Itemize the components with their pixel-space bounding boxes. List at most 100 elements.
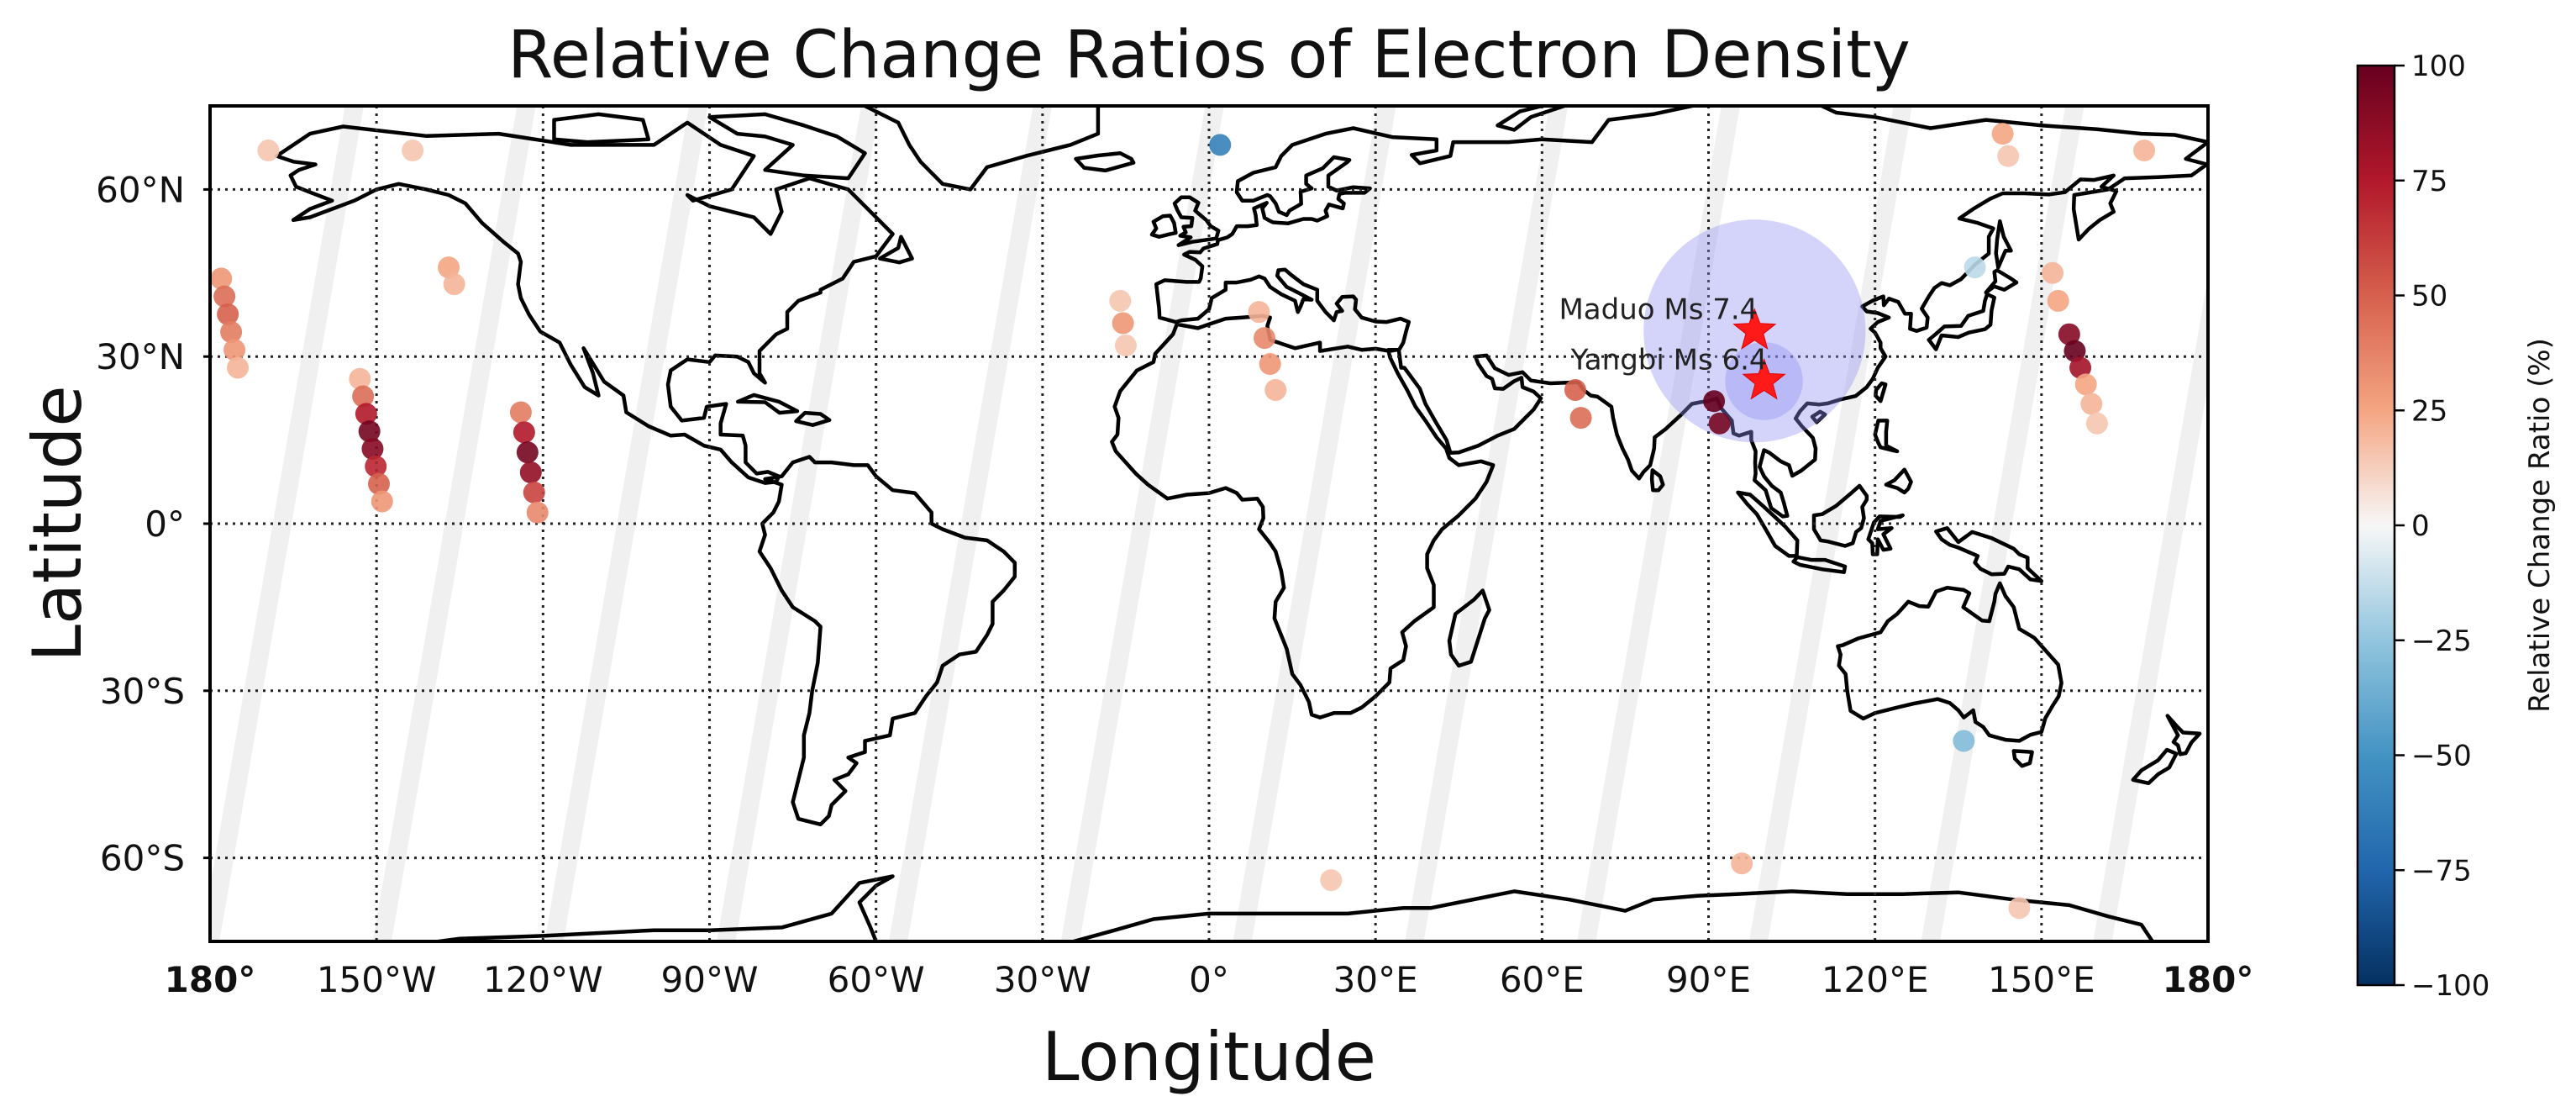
colorbar-tick-label: −25 [2411,625,2472,658]
colorbar-tick-label: 100 [2411,50,2466,83]
anomaly-point [1991,123,2014,145]
coastline-hispaniola [794,410,832,427]
anomaly-point [365,455,387,477]
x-tick-label: 30°E [1333,959,1418,1000]
coastline-north-america [275,120,895,485]
anomaly-point [2047,289,2069,312]
colorbar-tick-label: 25 [2411,394,2447,428]
anomaly-point [2058,323,2080,345]
coastline-hokkaido [1984,268,2019,295]
anomaly-point [1112,312,1134,335]
coastline-tasmania [2011,749,2034,768]
anomaly-point [516,441,539,464]
x-tick-label: 180° [2163,959,2254,1000]
orbit-track [210,106,364,941]
anomaly-point [1320,869,1343,892]
anomaly-point [1254,327,1276,350]
anomaly-point [257,140,280,162]
anomaly-point [513,421,535,444]
anomaly-point [526,501,549,524]
coastline-eurasia [1110,106,2208,720]
x-tick-label: 60°E [1500,959,1585,1000]
y-axis-label: Latitude [18,385,97,662]
anomaly-point [367,472,390,495]
x-tick-label: 120°E [1822,959,1929,1000]
coastline-victoria-island [552,112,651,145]
anomaly-point [509,401,532,424]
anomaly-point [1248,301,1270,324]
anomaly-point [355,403,377,425]
anomaly-point [2042,261,2064,284]
x-tick-label: 90°E [1666,959,1751,1000]
anomaly-point [1708,412,1731,435]
anomaly-point [358,420,381,443]
coastline-novaya-zemlya [1496,106,1570,132]
x-tick-label: 150°E [1988,959,2095,1000]
coastline-borneo [1811,483,1869,548]
anomaly-point [1569,407,1592,430]
coastline-madagascar [1447,588,1491,668]
coastline-new-zealand-s [2131,747,2179,786]
y-tick-label: 0° [145,503,185,545]
x-axis-label: Longitude [1042,1018,1376,1096]
coastline-sri-lanka [1649,468,1665,493]
colorbar: 100 75 50 25 0 −25 −50 −75 −100 Relative Change … [2356,50,2557,1003]
anomaly-point [523,481,545,503]
anomaly-point [1114,334,1137,356]
orbit-track [1577,106,1740,941]
anomaly-point [2074,373,2097,396]
x-tick-label: 90°W [661,959,759,1000]
coastline-new-guinea [1934,526,2044,583]
coastline-japan [1927,292,1996,351]
earthquake-label: Maduo Ms 7.4 [1559,293,1758,327]
colorbar-tick-label: 50 [2411,280,2447,314]
plot-area: Maduo Ms 7.4 Yangbi Ms 6.4 [208,104,2210,943]
x-axis-ticks: 180° 150°W 120°W 90°W 60°W 30°W 0° 30°E 60°E 90°E… [165,959,2254,1000]
coastline-great-britain [1172,195,1221,247]
coastline-south-america [757,455,1017,827]
anomaly-point [210,267,233,290]
anomaly-point [1731,852,1753,875]
anomaly-point [1564,378,1586,401]
anomaly-point [2008,897,2031,920]
orbit-track [717,106,881,941]
x-tick-label: 150°W [317,959,437,1000]
colorbar-gradient [2356,64,2396,987]
coastline-australia [1836,581,2063,743]
earthquake-label: Yangbi Ms 6.4 [1570,343,1768,377]
anomaly-point [1997,145,2020,167]
anomaly-point [438,256,460,279]
gridlines [210,106,2208,941]
x-tick-label: 60°W [828,959,925,1000]
colorbar-tick-label: 0 [2411,509,2430,543]
anomaly-point [1259,353,1281,376]
y-tick-label: 30°S [100,671,185,712]
coastline-luzon [1873,419,1900,454]
colorbar-label: Relative Change Ratio (%) [2523,338,2557,713]
chart-title: Relative Change Ratios of Electron Densi… [507,18,1911,93]
coastline-new-zealand-n [2165,714,2202,756]
coastline-cuba [735,393,800,415]
x-tick-label: 120°W [483,959,603,1000]
y-tick-label: 60°N [96,169,185,210]
anomaly-point [402,140,424,162]
anomaly-point [519,461,542,484]
earthquake-star [1742,357,1786,400]
orbit-track [1405,106,1569,941]
anomaly-point [2063,340,2086,362]
coastline-sulawesi [1866,513,1905,556]
anomaly-point [361,438,384,461]
coastlines [275,106,2208,941]
coastline-antarctica [424,874,2155,941]
anomaly-point [2069,356,2092,379]
x-tick-label: 180° [165,959,256,1000]
anomaly-point [2085,412,2108,435]
x-tick-label: 30°W [994,959,1091,1000]
coastline-hainan [1810,409,1827,424]
anomaly-point [1703,390,1726,413]
colorbar-ticks: 100 75 50 25 0 −25 −50 −75 −100 [2395,50,2489,1003]
y-tick-label: 60°S [100,838,185,879]
anomaly-point [227,356,250,379]
coastline-ireland [1149,213,1178,239]
coastline-sakhalin [1994,219,2013,270]
